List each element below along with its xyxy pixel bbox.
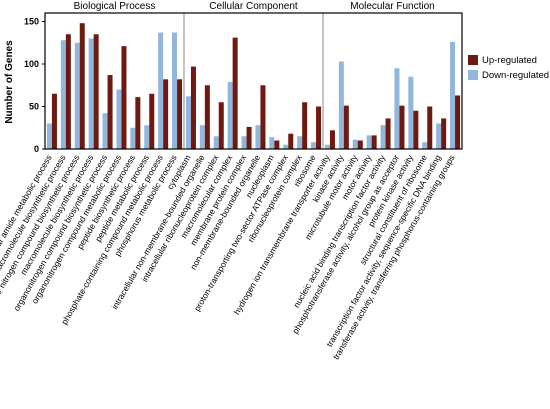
y-axis-label: Number of Genes: [4, 40, 15, 124]
y-tick-label: 0: [34, 144, 39, 154]
bar: [218, 102, 224, 149]
bar: [324, 144, 330, 149]
y-tick-label: 150: [24, 17, 39, 27]
y-tick-label: 100: [24, 59, 39, 69]
bar: [144, 125, 150, 149]
bar: [177, 79, 183, 149]
bar: [93, 34, 99, 149]
bar: [371, 135, 377, 149]
legend-label: Down-regulated: [482, 70, 549, 81]
bar: [190, 66, 196, 149]
bar: [366, 135, 372, 149]
bar: [311, 142, 317, 149]
bar: [130, 127, 136, 149]
bar: [385, 118, 391, 149]
bar: [297, 136, 303, 149]
bar: [74, 42, 80, 149]
bar: [116, 89, 122, 149]
legend-swatch: [468, 70, 478, 80]
panel-title: Molecular Function: [350, 1, 434, 12]
bar: [352, 139, 358, 149]
bar: [274, 140, 280, 149]
bar: [163, 79, 169, 149]
bar: [260, 85, 266, 149]
bar: [185, 96, 191, 149]
bar: [427, 106, 433, 149]
bar: [455, 95, 461, 149]
bar: [149, 93, 155, 149]
bar: [343, 105, 349, 149]
bar: [107, 75, 113, 149]
bar: [380, 125, 386, 149]
bar: [408, 76, 414, 149]
bar: [422, 142, 428, 149]
bar: [204, 85, 210, 149]
bar: [269, 137, 275, 149]
bar: [88, 38, 94, 149]
panel-title: Cellular Component: [209, 1, 298, 12]
bar: [241, 136, 247, 149]
bar: [316, 106, 322, 149]
bar: [199, 125, 205, 149]
bar: [102, 113, 108, 149]
panel-title: Biological Process: [74, 1, 156, 12]
legend-label: Up-regulated: [482, 55, 537, 66]
legend-swatch: [468, 55, 478, 65]
bar: [399, 105, 405, 149]
bar: [394, 68, 400, 149]
bar: [121, 46, 127, 149]
bar: [172, 32, 178, 149]
bar: [246, 126, 252, 149]
bar: [135, 97, 141, 149]
bar: [255, 125, 261, 149]
bar: [413, 110, 419, 149]
y-tick-label: 50: [29, 102, 39, 112]
bar: [329, 130, 335, 149]
bar: [227, 81, 233, 149]
bar: [283, 144, 289, 149]
bar: [338, 61, 344, 150]
bar: [65, 34, 71, 149]
bar: [79, 23, 85, 150]
bar: [357, 140, 363, 149]
bar: [60, 40, 66, 150]
bar: [288, 133, 294, 149]
bar: [213, 136, 219, 149]
bar: [436, 123, 442, 149]
bar: [46, 123, 52, 149]
bar: [232, 37, 238, 149]
bar: [158, 32, 164, 149]
bar: [302, 102, 308, 149]
bar: [441, 118, 447, 149]
bar: [51, 93, 57, 149]
plot-frame: [44, 12, 463, 150]
bar: [450, 41, 456, 149]
